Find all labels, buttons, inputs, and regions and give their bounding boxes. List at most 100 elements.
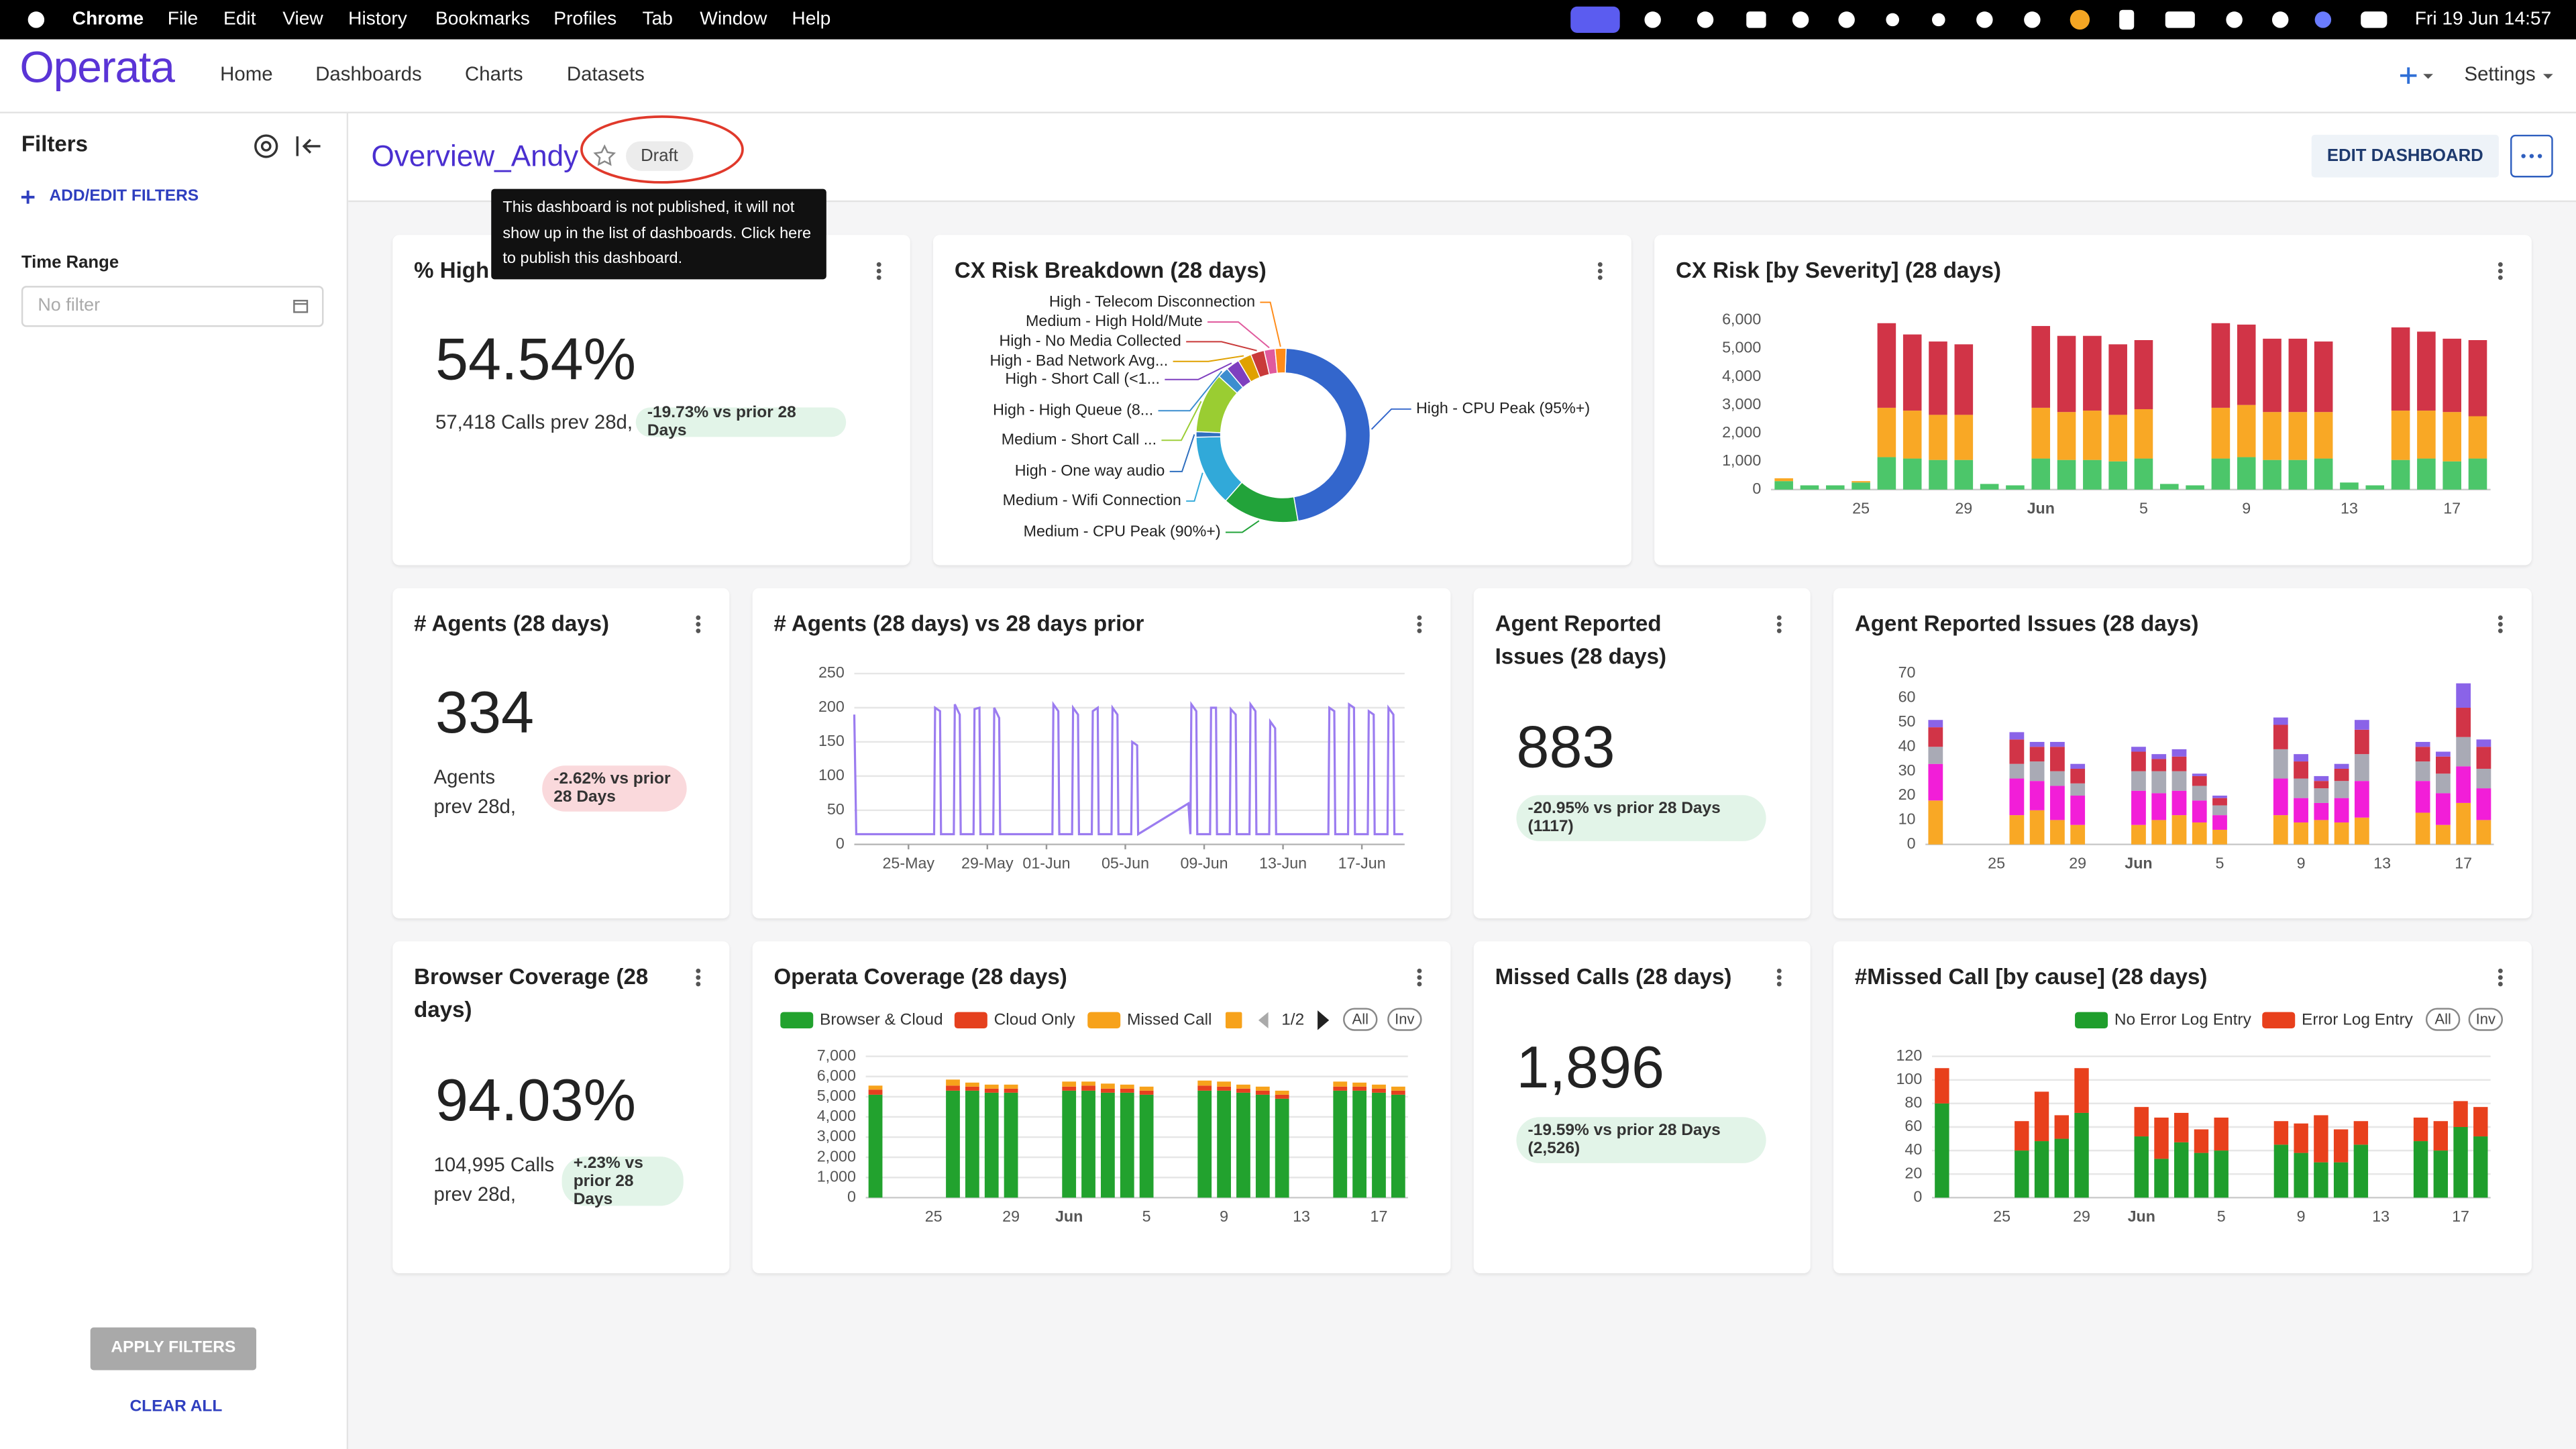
apply-filters-button[interactable]: APPLY FILTERS [90, 1327, 257, 1371]
bar-segment [2333, 1162, 2349, 1198]
bar-segment [2436, 751, 2451, 757]
clear-all-button[interactable]: CLEAR ALL [129, 1398, 223, 1417]
nav-link[interactable]: Home [220, 62, 273, 86]
bar-segment [1081, 1081, 1095, 1086]
bar-segment [2186, 485, 2204, 490]
bar-segment [2211, 458, 2231, 490]
leader-line [1169, 434, 1195, 472]
bar-segment [2029, 781, 2045, 810]
x-tick-label: 9 [1220, 1208, 1228, 1225]
y-tick-label: 0 [1752, 480, 1761, 497]
card-menu[interactable] [1417, 615, 1422, 633]
bar-segment [1372, 1084, 1386, 1089]
bar-segment [2476, 747, 2491, 769]
bar-segment [2443, 412, 2461, 462]
legend-label: Browser & Cloud [820, 1010, 943, 1028]
card-menu-dot [2498, 981, 2503, 987]
bar-segment [2070, 763, 2086, 769]
bar-segment [1902, 334, 1922, 411]
menu-item[interactable]: Bookmarks [435, 9, 530, 30]
bar-segment [2415, 781, 2430, 813]
bar-segment [2131, 824, 2146, 845]
bar-segment [984, 1084, 999, 1089]
card-menu[interactable] [696, 615, 701, 633]
bar-segment [2031, 407, 2051, 459]
nav-add-icon[interactable] [2400, 67, 2417, 84]
bar-segment [2334, 768, 2349, 782]
menu-app[interactable]: Chrome [72, 9, 144, 30]
card-menu[interactable] [2498, 968, 2503, 987]
menu-item[interactable]: Profiles [553, 9, 617, 30]
bar-segment [2057, 335, 2076, 413]
menu-item[interactable]: Tab [642, 9, 673, 30]
kpi-value: 54.54% [435, 325, 637, 393]
kpi-badge: -2.62% vs prior 28 Days [542, 765, 687, 812]
time-range-input[interactable] [21, 286, 324, 327]
bar-segment [2108, 415, 2127, 462]
card-menu-dot [1776, 981, 1782, 987]
card-title: Browser Coverage (28 days) [414, 964, 649, 1022]
card-menu-dot [696, 981, 701, 987]
bar-segment [1929, 415, 1947, 460]
leader-line [1225, 520, 1260, 533]
card-menu-dot [1776, 615, 1782, 621]
bar-segment [1800, 485, 1819, 490]
menu-item[interactable]: Help [792, 9, 831, 30]
dashboard-title[interactable]: Overview_Andy [371, 140, 579, 173]
collapse-sidebar-icon[interactable] [296, 136, 321, 156]
slice-label: High - CPU Peak (95%+) [1416, 399, 1590, 417]
settings-menu[interactable]: Settings [2464, 62, 2536, 86]
bar-segment [2417, 331, 2436, 411]
card-menu[interactable] [1597, 262, 1603, 280]
card-menu[interactable] [2498, 262, 2503, 280]
edit-dashboard-button[interactable]: EDIT DASHBOARD [2311, 134, 2499, 178]
logo[interactable]: Operata [19, 42, 175, 93]
more-button[interactable] [2510, 134, 2553, 178]
y-tick-label: 0 [836, 835, 845, 852]
bar-segment [1217, 1090, 1231, 1198]
menu-item[interactable]: Window [700, 9, 767, 30]
card-menu-dot [696, 628, 701, 633]
nav-link[interactable]: Dashboards [315, 62, 422, 86]
y-tick-label: 30 [1898, 761, 1916, 779]
menu-item[interactable]: History [348, 9, 407, 30]
menu-item[interactable]: File [167, 9, 199, 30]
add-filter-icon[interactable] [21, 191, 35, 204]
kpi-subtext: 57,418 Calls prev 28d, [435, 411, 633, 434]
legend-page: 1/2 [1281, 1010, 1304, 1028]
bar-segment [2015, 1121, 2029, 1151]
y-tick-label: 0 [847, 1187, 856, 1205]
bar-segment [2083, 335, 2102, 411]
x-tick-label: 5 [2139, 499, 2148, 517]
card-menu[interactable] [1776, 615, 1782, 633]
card-menu-dot [1417, 622, 1422, 627]
bar-segment [965, 1082, 979, 1087]
menu-bar: Chrome File Edit View History Bookmarks Profil… [0, 0, 2576, 40]
card-menu[interactable] [1776, 968, 1782, 987]
bar-segment [2456, 683, 2471, 708]
bar-segment [2083, 411, 2102, 460]
add-filters-button[interactable]: ADD/EDIT FILTERS [49, 187, 199, 206]
leader-line [1371, 408, 1411, 430]
menu-item[interactable]: Edit [223, 9, 256, 30]
bar-segment [2468, 416, 2487, 459]
card-menu[interactable] [1417, 968, 1422, 987]
draft-tooltip[interactable] [491, 189, 826, 280]
filter-settings-icon[interactable] [254, 134, 278, 158]
nav-link[interactable]: Charts [465, 62, 523, 86]
card-menu[interactable] [876, 262, 881, 280]
nav-link[interactable]: Datasets [566, 62, 645, 86]
legend-swatch [954, 1012, 987, 1029]
card-menu-dot [876, 268, 881, 274]
y-tick-label: 20 [1904, 1164, 1922, 1181]
bar-segment [2273, 778, 2288, 816]
menu-item[interactable]: View [282, 9, 323, 30]
favorite-star[interactable] [593, 144, 616, 166]
card-menu-dot [1776, 622, 1782, 627]
card-menu[interactable] [696, 968, 701, 987]
bar-segment [2214, 1150, 2229, 1198]
card-menu[interactable] [2498, 615, 2503, 633]
bar-segment [2211, 407, 2231, 459]
x-tick-label: 17 [2455, 854, 2472, 871]
